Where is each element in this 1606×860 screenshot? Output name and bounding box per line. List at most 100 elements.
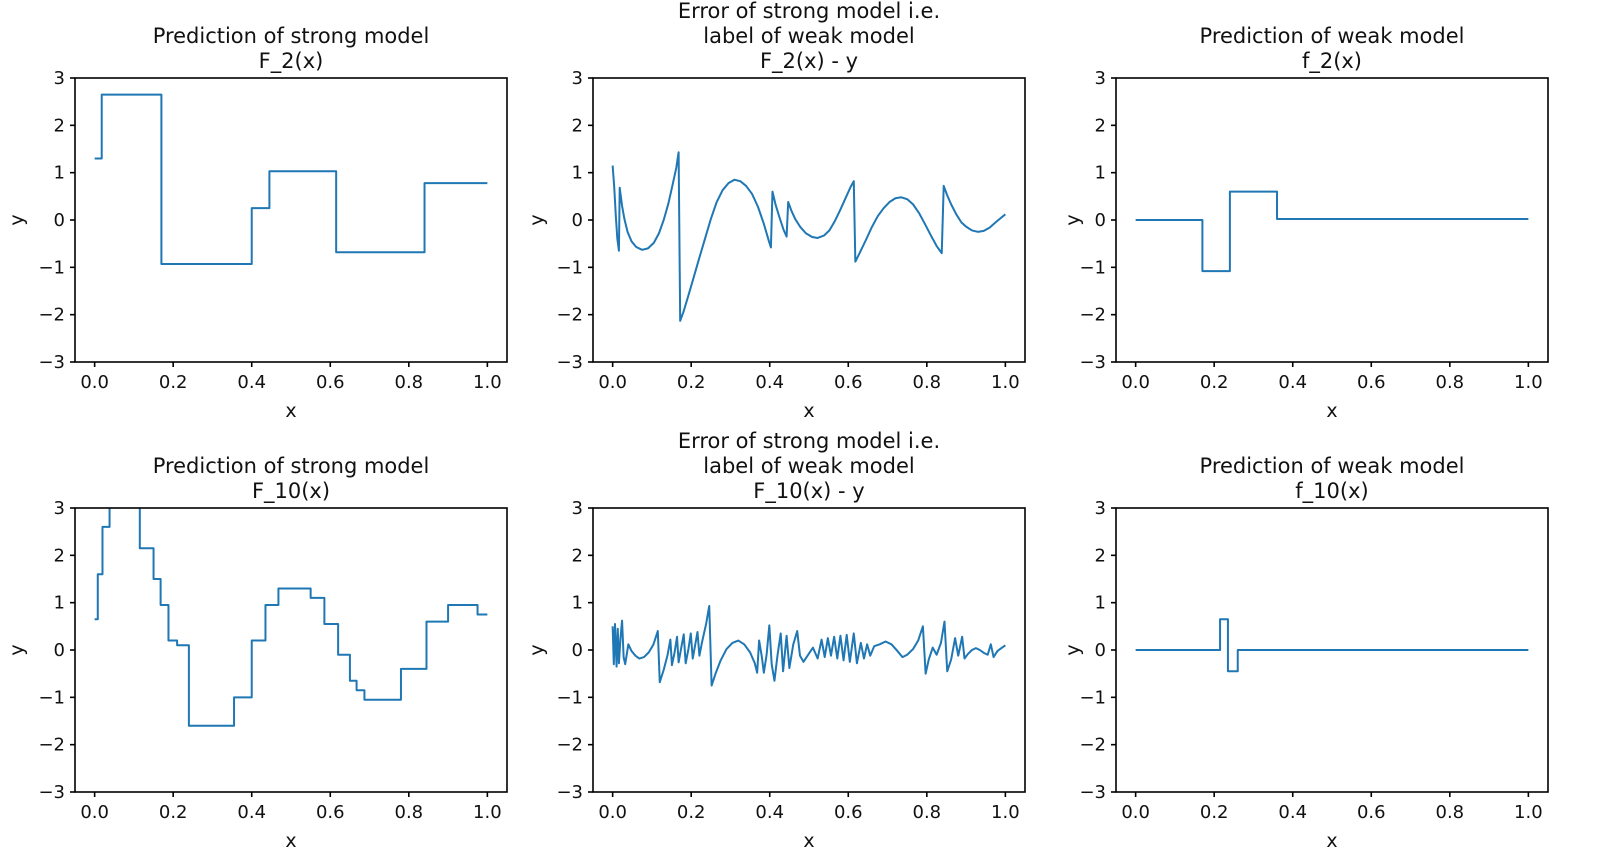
y-tick-label: −1 (557, 687, 584, 708)
y-tick-label: 0 (572, 640, 583, 661)
x-tick-label: 0.8 (395, 802, 424, 823)
y-tick-label: −2 (557, 735, 584, 756)
y-tick-label: −1 (557, 257, 584, 278)
plot-title-line: f_10(x) (1295, 479, 1368, 504)
x-tick-label: 0.6 (1357, 372, 1386, 393)
y-tick-label: 3 (54, 498, 65, 519)
series-line (94, 508, 488, 727)
x-axis-label: x (285, 830, 296, 852)
y-axis-label: y (1062, 214, 1084, 225)
y-tick-label: −3 (557, 352, 584, 373)
x-tick-label: 0.2 (677, 372, 706, 393)
plot-title-line: F_2(x) - y (760, 49, 858, 74)
x-tick-label: 0.2 (1200, 802, 1229, 823)
y-tick-label: −3 (557, 782, 584, 803)
y-tick-label: 2 (572, 545, 583, 566)
x-tick-label: 0.8 (1435, 802, 1464, 823)
plot-title-line: Prediction of strong model (153, 454, 430, 478)
x-axis-label: x (1326, 400, 1337, 422)
plot-title-line: Prediction of weak model (1199, 454, 1464, 478)
y-tick-label: −3 (38, 352, 65, 373)
axes-box (1114, 77, 1549, 363)
axes-box (592, 77, 1027, 363)
x-axis-label: x (1326, 830, 1337, 852)
x-tick-label: 0.6 (834, 372, 863, 393)
subplot-weak-model-f10: Prediction of weak model f_10(x) 0.0 0.2 0.4… (1062, 430, 1606, 860)
x-axis-label: x (804, 830, 815, 852)
axes-box (74, 77, 508, 363)
x-tick-label: 0.6 (316, 802, 345, 823)
y-tick-label: −3 (38, 782, 65, 803)
plot-title-line: f_2(x) (1302, 49, 1362, 74)
x-axis-label: x (285, 400, 296, 422)
plot-title-line: F_2(x) (259, 49, 324, 74)
x-tick-label: 1.0 (473, 802, 502, 823)
y-tick-label: 3 (1094, 68, 1105, 89)
y-tick-label: −1 (1079, 257, 1106, 278)
x-tick-label: 1.0 (1514, 802, 1543, 823)
x-tick-label: 0.0 (599, 372, 628, 393)
x-tick-label: 0.4 (756, 802, 785, 823)
x-tick-label: 0.0 (1121, 802, 1150, 823)
y-tick-label: 3 (54, 68, 65, 89)
y-tick-label: 2 (1094, 545, 1105, 566)
x-tick-label: 0.6 (316, 372, 345, 393)
y-tick-label: 3 (572, 68, 583, 89)
y-tick-label: 1 (572, 163, 583, 184)
y-tick-label: 2 (54, 545, 65, 566)
plot-title-line: F_10(x) (252, 479, 330, 504)
x-tick-label: 0.0 (599, 802, 628, 823)
y-tick-label: −3 (1079, 352, 1106, 373)
x-axis-label: x (804, 400, 815, 422)
x-tick-label: 1.0 (991, 802, 1020, 823)
x-tick-label: 0.0 (80, 372, 109, 393)
x-tick-label: 0.2 (677, 802, 706, 823)
plot-title-line: Error of strong model i.e. (678, 0, 940, 23)
y-tick-label: 2 (572, 115, 583, 136)
y-tick-label: −2 (1079, 735, 1106, 756)
series-line (611, 604, 1007, 687)
y-axis-label: y (6, 214, 28, 225)
subplot-error-strong-model-F10: Error of strong model i.e. label of weak … (526, 429, 1070, 860)
plot-title-line: Error of strong model i.e. (678, 429, 940, 453)
y-tick-label: 1 (572, 593, 583, 614)
y-tick-label: 3 (572, 498, 583, 519)
x-tick-label: 0.4 (1278, 802, 1307, 823)
y-tick-label: 1 (1094, 163, 1105, 184)
subplot-error-strong-model-F2: Error of strong model i.e. label of weak … (526, 0, 1070, 430)
subplot-weak-model-f2: Prediction of weak model f_2(x) 0.0 0.2 0.4 0… (1062, 0, 1606, 430)
x-tick-label: 0.0 (1121, 372, 1150, 393)
x-tick-label: 0.6 (834, 802, 863, 823)
x-tick-label: 0.8 (1435, 372, 1464, 393)
y-tick-label: 2 (1094, 115, 1105, 136)
y-tick-label: −1 (1079, 687, 1106, 708)
y-axis-label: y (526, 644, 548, 655)
y-tick-label: 1 (54, 593, 65, 614)
y-tick-label: 0 (1094, 210, 1105, 231)
y-axis-label: y (6, 644, 28, 655)
y-tick-label: 1 (54, 163, 65, 184)
x-tick-label: 0.0 (80, 802, 109, 823)
y-tick-label: −2 (38, 735, 65, 756)
x-tick-label: 0.8 (913, 802, 942, 823)
x-tick-label: 0.4 (237, 802, 266, 823)
x-tick-label: 0.4 (237, 372, 266, 393)
subplot-strong-model-F2: Prediction of strong model F_2(x) 0.0 0.2 0.… (0, 0, 535, 430)
axes-box (592, 507, 1027, 793)
x-tick-label: 1.0 (1514, 372, 1543, 393)
x-tick-label: 0.4 (756, 372, 785, 393)
y-tick-label: −1 (38, 257, 65, 278)
y-tick-label: 0 (54, 210, 65, 231)
y-tick-label: −3 (1079, 782, 1106, 803)
series-line (94, 93, 488, 266)
plot-title-line: Prediction of weak model (1199, 24, 1464, 48)
axes-box (1114, 507, 1549, 793)
x-tick-label: 1.0 (473, 372, 502, 393)
x-tick-label: 0.6 (1357, 802, 1386, 823)
series-line (611, 151, 1007, 322)
